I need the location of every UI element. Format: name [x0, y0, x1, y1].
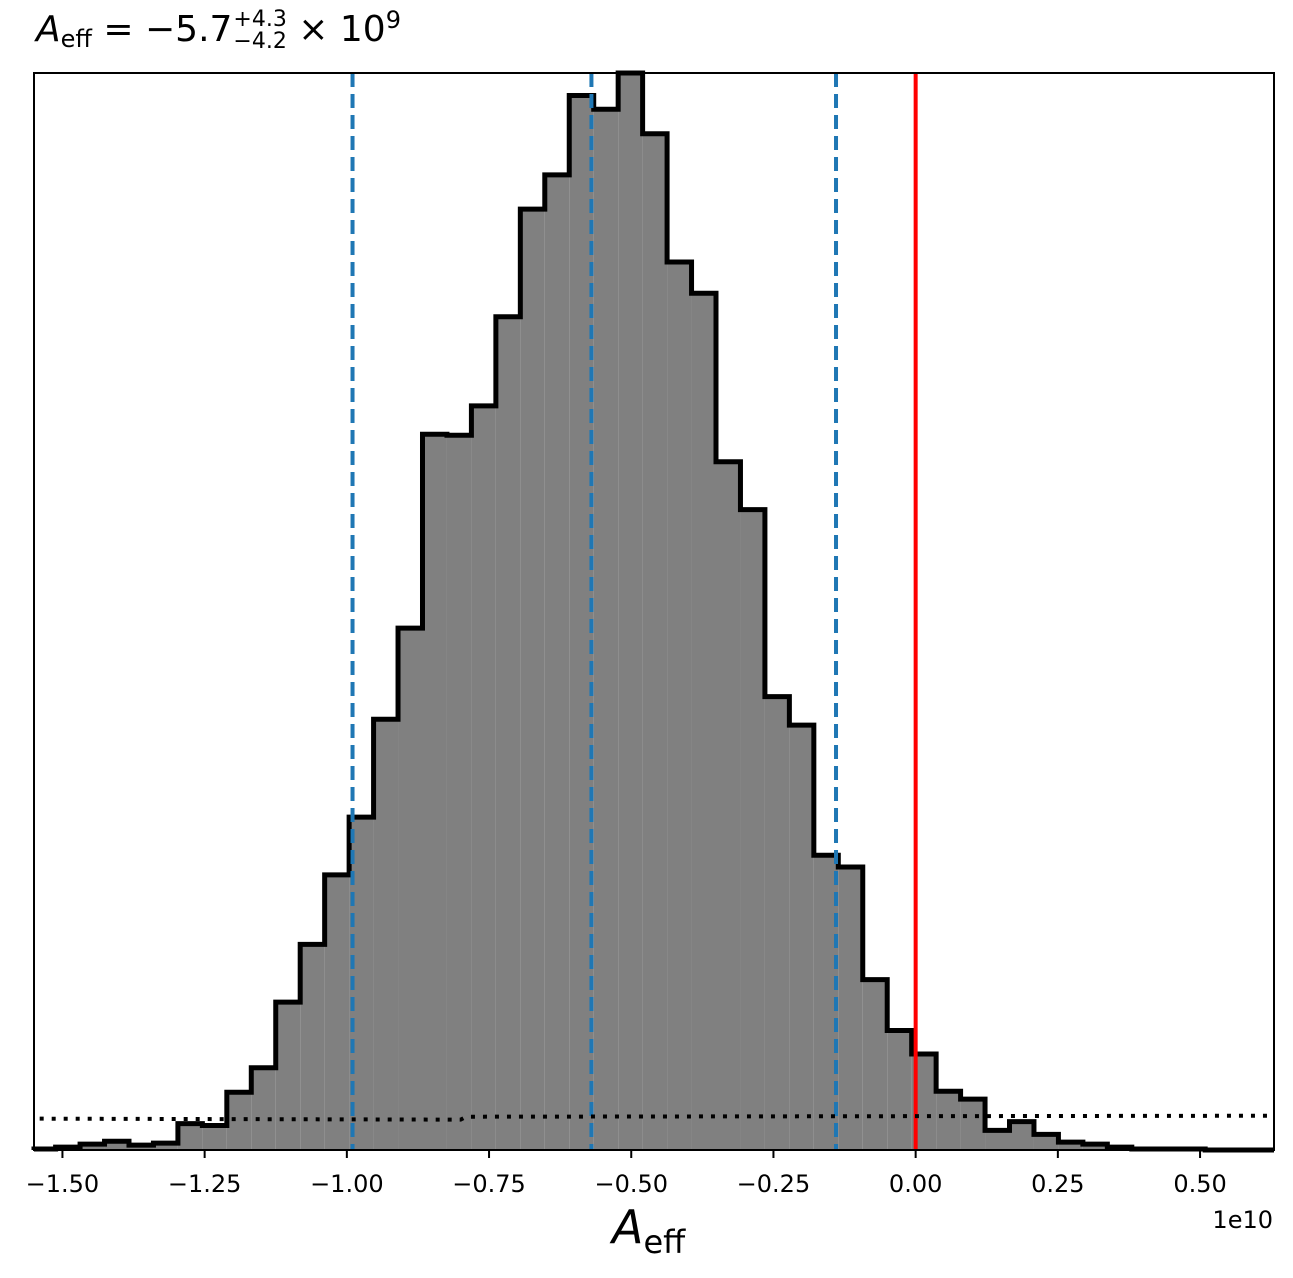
histogram-bar-41: [1033, 1134, 1059, 1150]
reference-lines: [350, 73, 918, 1150]
histogram-bar-10: [275, 1002, 301, 1150]
histogram-bar-21: [544, 174, 570, 1151]
histogram-bar-43: [1082, 1144, 1108, 1150]
histogram-bar-27: [691, 293, 716, 1151]
histogram-bar-25: [642, 133, 668, 1151]
x-tick-label: 0.00: [889, 1170, 942, 1198]
histogram-bar-28: [716, 461, 741, 1150]
plot-frame: [33, 72, 1275, 1151]
title-symbol: A: [36, 9, 61, 50]
x-tick-label: 0.25: [1031, 1170, 1084, 1198]
prior-dotted-line: [39, 1113, 1275, 1122]
histogram-bar-23: [593, 109, 619, 1151]
histogram-bar-31: [789, 725, 814, 1150]
histogram-bar-20: [520, 209, 545, 1151]
histogram-bar-5: [153, 1143, 178, 1150]
x-tick-label: −1.00: [310, 1170, 384, 1198]
chart-title: Aeff = −5.7 +4.3 −4.2 × 109: [36, 6, 401, 53]
title-exponent: 9: [385, 6, 401, 34]
histogram-bars: [31, 70, 1274, 1153]
histogram-bar-18: [471, 405, 496, 1151]
title-subscript: eff: [60, 25, 92, 53]
histogram-bar-35: [887, 1030, 912, 1150]
histogram-bar-15: [398, 628, 423, 1150]
histogram-bar-19: [495, 316, 521, 1150]
x-axis-label-symbol: A: [612, 1200, 644, 1254]
x-axis-label: Aeff: [612, 1200, 685, 1261]
histogram-bar-2: [80, 1144, 105, 1150]
x-tick-label: −0.50: [594, 1170, 668, 1198]
histogram-bar-17: [446, 435, 472, 1150]
histogram-bar-24: [618, 73, 643, 1150]
histogram-bar-14: [373, 719, 399, 1150]
x-tick-label: 0.50: [1173, 1170, 1226, 1198]
histogram-bar-12: [324, 874, 350, 1150]
histogram-bar-11: [300, 944, 325, 1150]
histogram-bar-29: [740, 509, 765, 1150]
histogram-bar-3: [104, 1141, 129, 1150]
histogram-bar-42: [1058, 1142, 1083, 1150]
title-times: × 10: [286, 9, 386, 50]
x-tick-label: −1.50: [26, 1170, 100, 1198]
title-uncertainty: +4.3 −4.2: [233, 9, 286, 53]
histogram-bar-37: [936, 1091, 961, 1150]
histogram-bar-38: [960, 1099, 986, 1150]
x-tick-label: −0.25: [737, 1170, 811, 1198]
x-tick-label: −0.75: [452, 1170, 526, 1198]
histogram-bar-34: [862, 979, 888, 1150]
histogram-bar-33: [838, 867, 863, 1150]
histogram-bar-40: [1009, 1121, 1034, 1150]
title-upper-error: +4.3: [233, 7, 287, 32]
x-tick-label: −1.25: [168, 1170, 242, 1198]
histogram-bar-26: [667, 261, 692, 1150]
histogram-bar-7: [202, 1125, 227, 1150]
x-axis-label-subscript: eff: [643, 1223, 686, 1261]
title-value: = −5.7: [91, 9, 233, 50]
histogram-bar-39: [985, 1130, 1010, 1150]
histogram-bar-6: [177, 1123, 203, 1150]
histogram-bar-16: [422, 434, 447, 1150]
histogram-bar-30: [764, 696, 790, 1150]
histogram-bar-9: [251, 1067, 276, 1150]
x-axis-ticks: −1.50 −1.25 −1.00 −0.75 −0.50 −0.25 0.00 0.25 0.…: [26, 1150, 1227, 1198]
title-lower-error: −4.2: [233, 29, 287, 54]
x-axis-offset-label: 1e10: [1212, 1206, 1273, 1234]
